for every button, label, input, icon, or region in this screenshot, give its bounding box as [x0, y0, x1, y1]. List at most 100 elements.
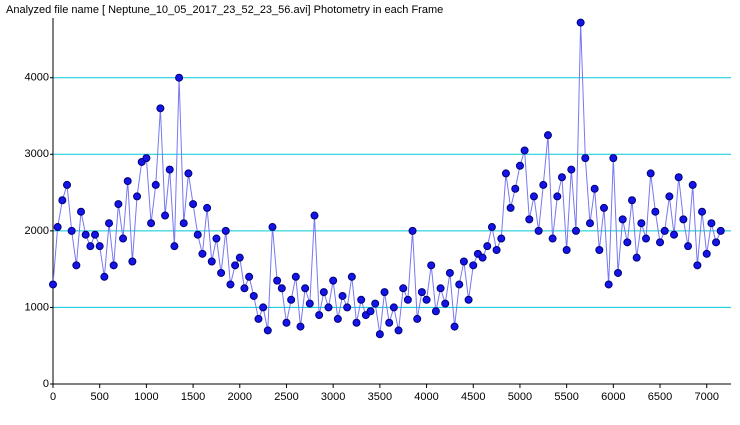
x-tick-label: 3500 [368, 391, 392, 403]
data-point [147, 219, 156, 228]
data-point [417, 288, 426, 297]
data-point [450, 322, 459, 331]
data-point [431, 307, 440, 316]
data-point [716, 226, 725, 235]
data-point [161, 211, 170, 220]
data-point [623, 238, 632, 247]
data-point [301, 284, 310, 293]
data-point [277, 284, 286, 293]
data-point [329, 276, 338, 285]
data-point [53, 223, 62, 232]
data-point [231, 261, 240, 270]
data-point [375, 330, 384, 339]
data-point [553, 192, 562, 201]
x-tick-label: 5000 [508, 391, 532, 403]
data-point [179, 219, 188, 228]
data-point [58, 196, 67, 205]
data-point [688, 180, 697, 189]
y-tick-label: 1000 [25, 301, 49, 313]
data-point [525, 215, 534, 224]
data-point [77, 207, 86, 216]
data-point [684, 242, 693, 251]
data-point [464, 295, 473, 304]
data-point [81, 230, 90, 239]
data-point [91, 230, 100, 239]
data-point [637, 219, 646, 228]
data-point [539, 180, 548, 189]
data-point [408, 226, 417, 235]
data-point [660, 226, 669, 235]
data-point [459, 257, 468, 266]
x-tick-label: 2500 [274, 391, 298, 403]
y-tick-label: 2000 [25, 225, 49, 237]
data-point [142, 154, 151, 163]
data-point [310, 211, 319, 220]
data-point [203, 203, 212, 212]
data-point [707, 219, 716, 228]
x-tick-label: 500 [91, 391, 109, 403]
x-tick-label: 5500 [554, 391, 578, 403]
data-point [319, 288, 328, 297]
data-point [105, 219, 114, 228]
data-point [665, 192, 674, 201]
data-point [515, 161, 524, 170]
data-point [599, 203, 608, 212]
data-point [590, 184, 599, 193]
data-point [235, 253, 244, 262]
data-point [422, 295, 431, 304]
x-tick-label: 4500 [461, 391, 485, 403]
x-tick-label: 6500 [648, 391, 672, 403]
x-tick-label: 1000 [134, 391, 158, 403]
data-point [338, 291, 347, 300]
data-point [562, 246, 571, 255]
data-point [296, 322, 305, 331]
y-tick-label: 3000 [25, 148, 49, 160]
data-point [642, 234, 651, 243]
data-point [646, 169, 655, 178]
data-point [86, 242, 95, 251]
data-point [380, 288, 389, 297]
data-point [609, 154, 618, 163]
data-point [291, 272, 300, 281]
data-point [128, 257, 137, 266]
data-point [189, 200, 198, 209]
x-tick-label: 6000 [601, 391, 625, 403]
data-point [366, 307, 375, 316]
data-point [483, 242, 492, 251]
data-point [674, 173, 683, 182]
data-point [632, 253, 641, 262]
data-point [343, 303, 352, 312]
data-point [693, 261, 702, 270]
data-point [268, 223, 277, 232]
data-point [567, 165, 576, 174]
data-point [614, 268, 622, 277]
data-point [469, 261, 478, 270]
data-point [651, 207, 660, 216]
data-point [534, 226, 543, 235]
data-point [520, 146, 529, 155]
y-tick-label: 4000 [25, 72, 49, 84]
data-point [543, 131, 552, 140]
data-point [109, 261, 118, 270]
data-point [119, 234, 128, 243]
x-tick-label: 4000 [414, 391, 438, 403]
data-point [389, 303, 398, 312]
data-point [595, 246, 604, 255]
data-point [245, 272, 254, 281]
data-point [618, 215, 627, 224]
data-point [249, 291, 258, 300]
data-point [399, 284, 408, 293]
data-point [427, 261, 436, 270]
data-point [259, 303, 268, 312]
data-point [263, 326, 272, 335]
data-point [226, 280, 235, 289]
data-point [198, 249, 207, 258]
data-point [581, 154, 590, 163]
data-point [511, 184, 520, 193]
data-point [324, 303, 333, 312]
data-point [497, 234, 506, 243]
data-point [254, 314, 263, 323]
x-tick-label: 2000 [228, 391, 252, 403]
data-point [698, 207, 707, 216]
